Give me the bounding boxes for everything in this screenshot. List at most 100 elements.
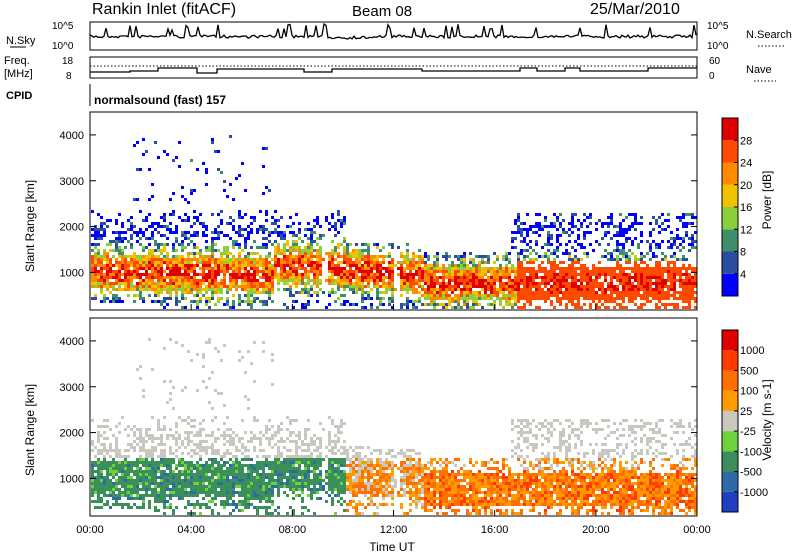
heatmap-cell <box>589 273 592 276</box>
heatmap-cell <box>505 297 508 300</box>
heatmap-cell <box>316 497 319 500</box>
heatmap-cell <box>523 282 526 285</box>
heatmap-cell <box>442 279 445 282</box>
heatmap-cell <box>346 255 349 258</box>
heatmap-cell <box>307 303 310 306</box>
heatmap-cell <box>262 464 265 467</box>
heatmap-cell <box>319 485 322 488</box>
heatmap-cell <box>262 479 265 482</box>
heatmap-cell <box>130 222 133 225</box>
heatmap-cell <box>589 303 592 306</box>
heatmap-cell <box>577 291 580 294</box>
heatmap-cell <box>592 270 595 273</box>
heatmap-cell <box>130 282 133 285</box>
heatmap-cell <box>538 270 541 273</box>
heatmap-cell <box>214 482 217 485</box>
heatmap-cell <box>667 270 670 273</box>
heatmap-cell <box>217 464 220 467</box>
heatmap-cell <box>121 467 124 470</box>
heatmap-cell <box>523 273 526 276</box>
power-y-axis-label: Slant Range [km] <box>23 180 37 272</box>
heatmap-cell <box>160 482 163 485</box>
heatmap-cell <box>625 267 628 270</box>
heatmap-cell <box>103 431 106 434</box>
heatmap-cell <box>361 297 364 300</box>
heatmap-cell <box>124 273 127 276</box>
heatmap-cell <box>238 476 241 479</box>
heatmap-cell <box>190 485 193 488</box>
heatmap-cell <box>115 461 118 464</box>
heatmap-cell <box>349 261 352 264</box>
heatmap-cell <box>682 282 685 285</box>
heatmap-cell <box>151 252 154 255</box>
heatmap-cell <box>523 303 526 306</box>
heatmap-cell <box>115 240 118 243</box>
heatmap-cell <box>166 264 169 267</box>
heatmap-cell <box>238 225 241 228</box>
heatmap-cell <box>646 276 649 279</box>
heatmap-cell <box>637 282 640 285</box>
heatmap-cell <box>670 288 673 291</box>
heatmap-cell <box>547 261 550 264</box>
heatmap-cell <box>145 494 148 497</box>
heatmap-cell <box>676 246 679 249</box>
heatmap-cell <box>202 485 205 488</box>
heatmap-cell <box>97 258 100 261</box>
heatmap-cell <box>679 285 682 288</box>
heatmap-cell <box>109 291 112 294</box>
heatmap-cell <box>259 437 262 440</box>
heatmap-cell <box>619 231 622 234</box>
heatmap-cell <box>226 449 229 452</box>
heatmap-cell <box>508 273 511 276</box>
heatmap-cell <box>154 488 157 491</box>
heatmap-cell <box>676 228 679 231</box>
heatmap-cell <box>190 488 193 491</box>
heatmap-cell <box>430 291 433 294</box>
heatmap-cell <box>205 225 208 228</box>
heatmap-cell <box>622 234 625 237</box>
heatmap-cell <box>130 258 133 261</box>
heatmap-cell <box>118 491 121 494</box>
heatmap-cell <box>106 452 109 455</box>
heatmap-cell <box>601 294 604 297</box>
heatmap-cell <box>139 210 142 213</box>
heatmap-cell <box>268 494 271 497</box>
heatmap-cell <box>508 267 511 270</box>
heatmap-cell <box>121 261 124 264</box>
heatmap-cell <box>325 491 328 494</box>
heatmap-cell <box>355 252 358 255</box>
heatmap-cell <box>304 485 307 488</box>
heatmap-cell <box>520 294 523 297</box>
heatmap-cell <box>565 297 568 300</box>
heatmap-cell <box>511 291 514 294</box>
heatmap-cell <box>265 497 268 500</box>
heatmap-cell <box>628 297 631 300</box>
heatmap-cell <box>256 467 259 470</box>
heatmap-cell <box>238 213 241 216</box>
heatmap-cell <box>280 264 283 267</box>
heatmap-cell <box>145 282 148 285</box>
heatmap-cell <box>289 279 292 282</box>
heatmap-cell <box>163 488 166 491</box>
heatmap-cell <box>181 261 184 264</box>
heatmap-cell <box>496 258 499 261</box>
heatmap-cell <box>202 503 205 506</box>
heatmap-cell <box>241 162 244 165</box>
heatmap-cell <box>655 285 658 288</box>
heatmap-cell <box>172 473 175 476</box>
heatmap-cell <box>226 252 229 255</box>
heatmap-cell <box>214 494 217 497</box>
heatmap-cell <box>166 401 169 404</box>
heatmap-cell <box>484 261 487 264</box>
heatmap-cell <box>292 479 295 482</box>
heatmap-cell <box>637 306 640 309</box>
heatmap-cell <box>187 485 190 488</box>
heatmap-cell <box>640 258 643 261</box>
heatmap-cell <box>280 467 283 470</box>
heatmap-cell <box>307 458 310 461</box>
heatmap-cell <box>649 234 652 237</box>
heatmap-cell <box>319 273 322 276</box>
heatmap-cell <box>505 273 508 276</box>
heatmap-cell <box>256 279 259 282</box>
heatmap-cell <box>214 473 217 476</box>
